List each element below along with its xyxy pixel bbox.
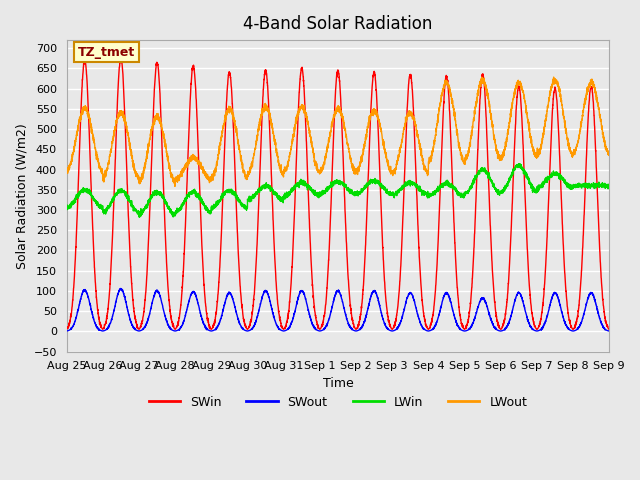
SWin (63, 326, 70, 332)
LWin (429, 191, 437, 197)
X-axis label: Time: Time (323, 377, 353, 390)
Text: TZ_tmet: TZ_tmet (77, 46, 135, 59)
LWout (490, 134, 498, 140)
Legend: SWin, SWout, LWin, LWout: SWin, SWout, LWin, LWout (143, 391, 532, 414)
Line: LWout: LWout (67, 77, 609, 186)
LWout (171, 183, 179, 189)
LWin (605, 181, 613, 187)
SWout (461, 328, 468, 334)
Line: SWout: SWout (67, 288, 609, 331)
SWin (429, 308, 437, 314)
LWout (318, 168, 326, 173)
LWin (490, 185, 498, 191)
LWout (460, 158, 467, 164)
SWout (161, 311, 168, 316)
SWout (605, 328, 612, 334)
SWout (490, 324, 498, 330)
Y-axis label: Solar Radiation (W/m2): Solar Radiation (W/m2) (15, 123, 28, 269)
SWin (318, 323, 326, 329)
LWout (605, 152, 612, 157)
LWout (605, 151, 613, 156)
LWin (460, 193, 467, 199)
SWin (533, 326, 541, 332)
Line: LWin: LWin (67, 164, 609, 217)
SWin (460, 325, 467, 331)
LWout (429, 145, 437, 151)
LWout (160, 135, 168, 141)
SWin (161, 206, 168, 212)
LWout (478, 74, 486, 80)
LWin (516, 161, 524, 167)
LWin (161, 196, 168, 202)
SWout (460, 328, 467, 334)
SWin (117, 55, 125, 60)
LWout (63, 169, 70, 175)
SWout (318, 328, 326, 334)
SWout (429, 326, 437, 332)
SWin (490, 294, 498, 300)
LWin (318, 190, 326, 195)
SWout (63, 328, 70, 334)
Title: 4-Band Solar Radiation: 4-Band Solar Radiation (243, 15, 433, 33)
SWout (116, 286, 124, 291)
LWin (63, 205, 70, 211)
SWin (605, 326, 612, 332)
LWin (136, 215, 143, 220)
SWout (605, 328, 613, 334)
Line: SWin: SWin (67, 58, 609, 329)
SWin (605, 326, 613, 332)
LWin (605, 182, 612, 188)
